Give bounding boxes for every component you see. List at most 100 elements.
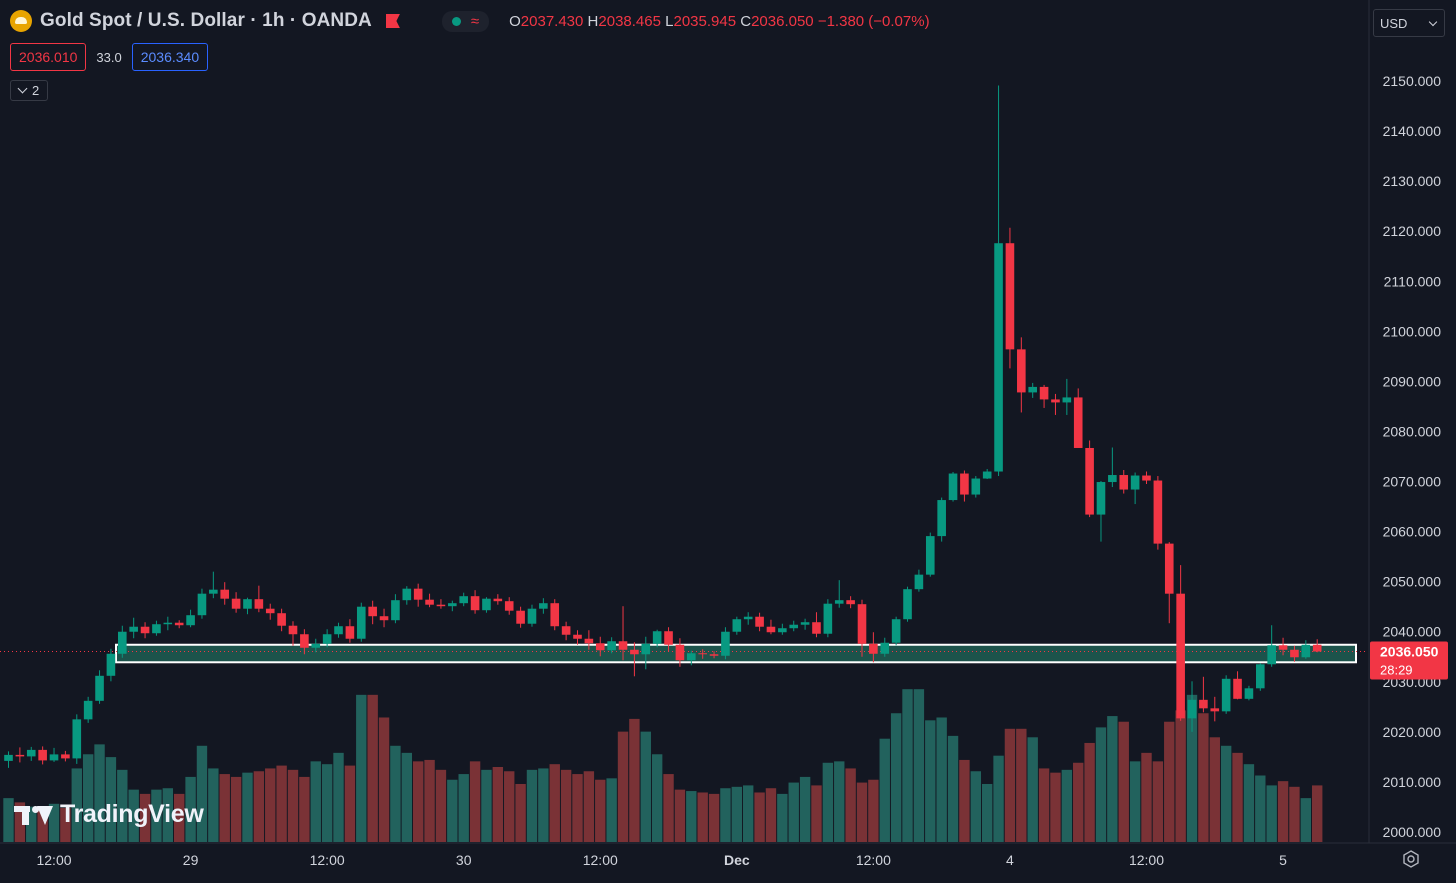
candle-body [174, 622, 184, 626]
candle-body [1221, 678, 1231, 712]
price-tick-label: 2110.000 [1384, 273, 1442, 289]
candle-body [288, 625, 298, 635]
volume-bar [1004, 728, 1016, 842]
low-label: L [665, 12, 674, 30]
currency-value: USD [1380, 16, 1408, 31]
candle-body [129, 626, 138, 632]
volume-bar [390, 745, 401, 842]
price-tick-label: 2130.000 [1383, 173, 1442, 189]
high-label: H [587, 12, 599, 30]
chevron-down-icon [17, 83, 28, 94]
candle-body [550, 603, 560, 627]
indicators-toggle[interactable]: 2 [10, 80, 49, 101]
price-tick-label: 2020.000 [1383, 724, 1442, 740]
candle-body [277, 613, 286, 626]
time-axis[interactable] [0, 843, 1456, 883]
volume-bar [629, 718, 640, 842]
market-status[interactable]: ≈ [441, 10, 490, 32]
candle-body [1312, 644, 1322, 652]
candle-body [413, 588, 423, 600]
volume-bar [196, 745, 208, 842]
candle-body [220, 589, 230, 599]
volume-bar [640, 731, 651, 842]
volume-bar [754, 792, 765, 842]
candle-body [1142, 475, 1151, 481]
candle-body [231, 598, 241, 609]
volume-bar [1107, 716, 1118, 842]
price-tick-label: 2120.000 [1383, 223, 1442, 239]
candle-body [95, 675, 104, 701]
volume-bar [321, 764, 333, 842]
time-tick-label: 29 [183, 852, 199, 868]
volume-bar [811, 785, 822, 842]
candle-body [470, 596, 480, 611]
candle-body [1301, 644, 1311, 658]
price-tick-label: 2090.000 [1383, 373, 1442, 389]
candle-body [1108, 475, 1117, 483]
candle-body [766, 626, 776, 633]
volume-bar [174, 793, 185, 842]
price-tick-label: 2140.000 [1383, 123, 1442, 139]
tradingview-logo[interactable]: TradingView [14, 800, 204, 829]
wave-icon: ≈ [470, 12, 480, 30]
candle-body [1290, 649, 1299, 658]
change-value: −1.380 (−0.07%) [817, 12, 930, 30]
candle-body [311, 643, 321, 648]
flag-icon[interactable] [385, 14, 400, 28]
volume-bar [1073, 762, 1084, 842]
volume-bar [1232, 752, 1243, 842]
buy-button[interactable]: 2036.340 [131, 43, 209, 71]
candle-body [937, 500, 946, 537]
volume-bar [595, 779, 606, 842]
volume-bar [936, 717, 947, 842]
candle-body [595, 643, 605, 651]
time-tick-label: 12:00 [856, 852, 891, 868]
volume-bar [925, 720, 936, 842]
time-tick-label: 4 [1006, 852, 1014, 868]
price-axis[interactable] [1369, 0, 1456, 843]
volume-bar [822, 762, 834, 842]
candle-body [1039, 386, 1049, 400]
gold-symbol-icon [10, 10, 32, 32]
candle-body [1153, 480, 1163, 544]
volume-bar [799, 776, 811, 842]
volume-bar [1084, 742, 1095, 842]
volume-bar [651, 754, 663, 842]
candle-body [322, 634, 332, 644]
candle-body [1256, 664, 1265, 689]
candle-body [482, 598, 491, 611]
volume-bar [435, 769, 447, 842]
candle-body [573, 634, 582, 639]
candle-body [891, 619, 901, 643]
volume-bar [538, 768, 549, 842]
volume-bar [765, 788, 777, 842]
symbol-title[interactable]: Gold Spot / U.S. Dollar · 1h · OANDA [40, 10, 372, 31]
sell-button[interactable]: 2036.010 [10, 43, 87, 71]
candle-body [846, 600, 855, 605]
candle-body [561, 626, 571, 635]
volume-bar [868, 779, 879, 842]
candle-body [630, 649, 639, 655]
support-zone[interactable] [115, 643, 1357, 664]
candle-body [516, 610, 525, 624]
volume-bar [902, 689, 913, 842]
volume-bar [788, 782, 799, 842]
candle-body [1267, 645, 1276, 665]
volume-bar [60, 808, 71, 842]
volume-bar [139, 793, 151, 842]
volume-bar [230, 776, 242, 842]
high-value: 2038.465 [598, 12, 661, 30]
candle-body [118, 631, 127, 654]
candle-body [789, 624, 799, 629]
candle-body [698, 653, 707, 655]
volume-bar [94, 744, 105, 842]
candle-body [687, 653, 696, 661]
settings-gear-icon[interactable] [1402, 850, 1420, 868]
candle-body [1062, 397, 1072, 403]
volume-bar [117, 769, 128, 842]
volume-bar [1164, 721, 1175, 842]
currency-select[interactable]: USD [1373, 9, 1445, 37]
candle-body [356, 606, 366, 639]
candle-body [152, 624, 161, 634]
